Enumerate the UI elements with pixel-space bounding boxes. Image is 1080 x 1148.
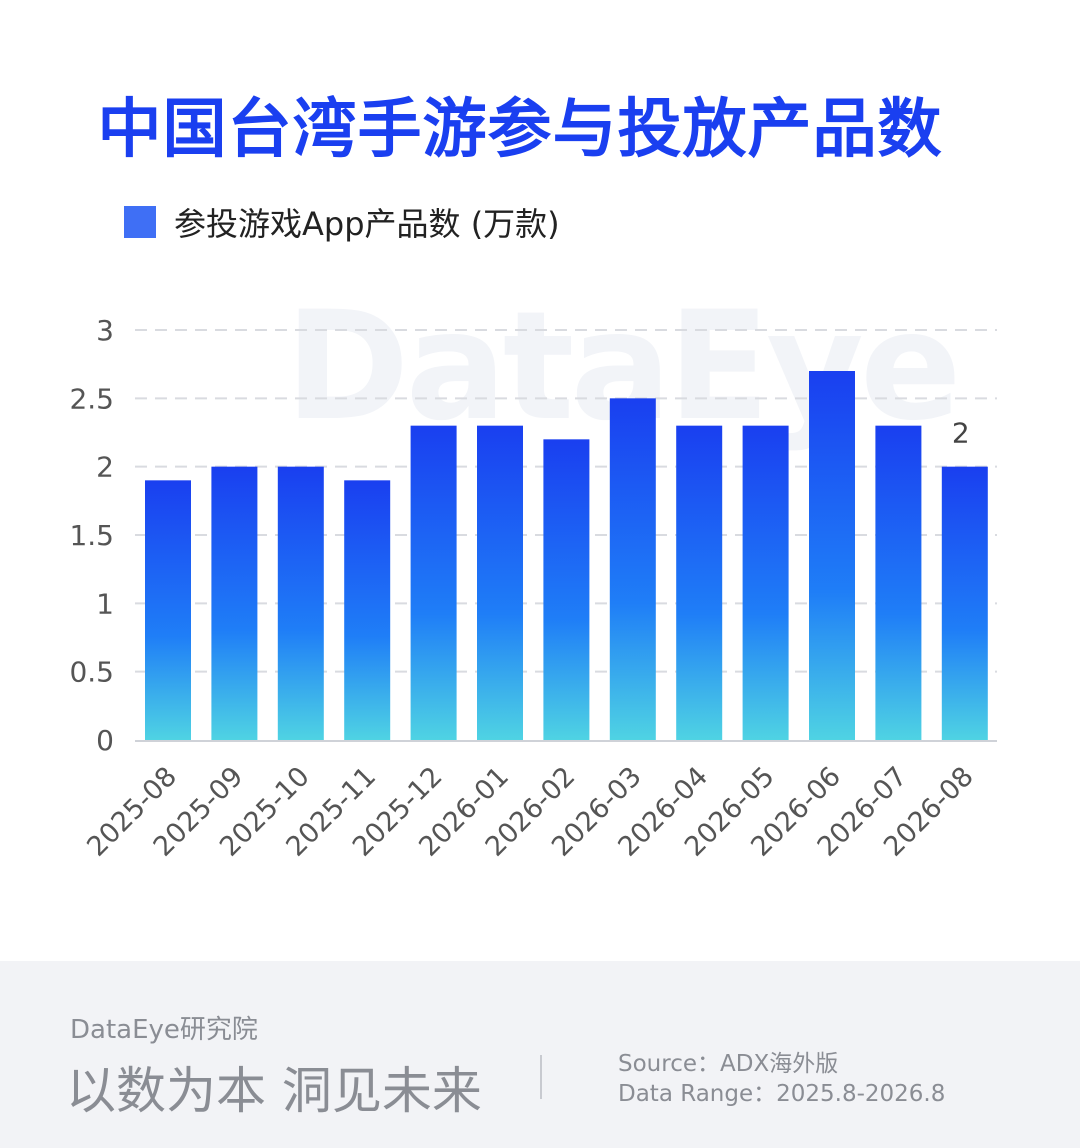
y-tick-label: 0.5 [69, 656, 114, 689]
bar-2026-04 [676, 425, 723, 740]
bar-chart: 00.511.522.532025-082025-092025-102025-1… [69, 314, 997, 863]
bar-2025-10 [277, 466, 324, 740]
slogan: 以数为本 洞见未来 [66, 1062, 482, 1120]
bar-2026-01 [477, 425, 523, 740]
y-tick-label: 1 [96, 587, 114, 620]
footer: DataEye研究院 以数为本 洞见未来 Source：ADX海外版 Data … [0, 961, 1080, 1148]
chart-title: 中国台湾手游参与投放产品数 [97, 93, 943, 167]
y-tick-label: 0 [96, 724, 114, 757]
y-tick-label: 1.5 [69, 519, 114, 552]
bar-2026-02 [543, 439, 590, 740]
bar-2026-06 [809, 371, 855, 740]
data-range-text: Data Range：2025.8-2026.8 [618, 1081, 946, 1107]
bar-2026-05 [742, 425, 789, 740]
bar-2026-03 [609, 398, 656, 740]
legend: 参投游戏App产品数 (万款) [124, 200, 560, 244]
y-tick-label: 3 [96, 314, 114, 347]
bar-2025-08 [145, 480, 191, 740]
bar-2025-12 [410, 425, 457, 740]
source-text: Source：ADX海外版 [618, 1051, 839, 1077]
divider [540, 1055, 542, 1099]
bar-2025-09 [211, 466, 258, 740]
y-tick-label: 2.5 [69, 382, 114, 415]
source-info: Source：ADX海外版 Data Range：2025.8-2026.8 [618, 1049, 945, 1109]
legend-swatch [124, 206, 156, 238]
brand-name: DataEye研究院 [70, 1015, 258, 1045]
legend-label: 参投游戏App产品数 (万款) [174, 205, 560, 243]
bar-2026-08 [941, 466, 988, 740]
bar-2025-11 [344, 480, 391, 740]
y-tick-label: 2 [96, 451, 114, 484]
bar-2026-07 [875, 425, 922, 740]
data-label: 2 [952, 417, 970, 450]
